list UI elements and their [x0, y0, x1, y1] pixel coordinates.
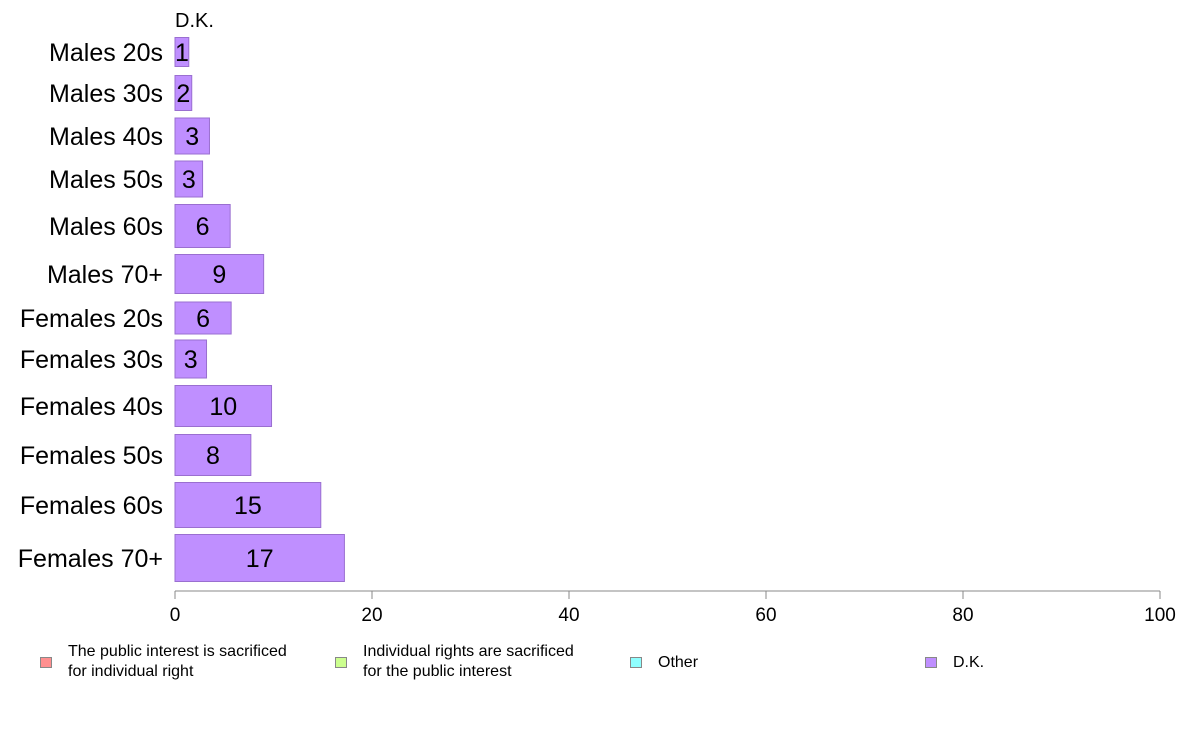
- legend-swatch: [335, 657, 347, 668]
- legend-label: The public interest is sacrificed for in…: [68, 643, 287, 680]
- category-label: Females 30s: [20, 346, 163, 374]
- bar-value-label: 3: [184, 346, 198, 374]
- x-tick-label: 40: [558, 605, 579, 626]
- legend-swatch: [925, 657, 937, 668]
- bar-value-label: 6: [196, 305, 210, 333]
- category-label: Females 20s: [20, 305, 163, 333]
- category-label: Males 30s: [49, 80, 163, 108]
- category-label: Females 40s: [20, 393, 163, 421]
- bar-group: Males 20s 1 Males 30s 2 Males 40s 3 Males 50s 3…: [18, 37, 345, 582]
- bar: [174, 75, 193, 111]
- bar-value-label: 2: [176, 80, 190, 108]
- legend-item: D.K.: [925, 642, 984, 673]
- bar-value-label: 1: [175, 39, 189, 67]
- bar-value-label: 15: [234, 492, 262, 520]
- category-label: Females 50s: [20, 442, 163, 470]
- legend: The public interest is sacrificed for in…: [0, 640, 1188, 690]
- bar: [174, 204, 231, 248]
- bar: [174, 301, 232, 335]
- x-tick-label: 20: [361, 605, 382, 626]
- legend-item: The public interest is sacrificed for in…: [40, 642, 287, 682]
- x-axis: 0 20 40 60 80 100: [170, 590, 1176, 626]
- bar-value-label: 3: [182, 166, 196, 194]
- legend-label: Individual rights are sacrificed for the…: [363, 643, 574, 680]
- bar: [174, 482, 322, 528]
- category-label: Females 70+: [18, 545, 163, 573]
- bar: [174, 339, 208, 379]
- category-label: Males 50s: [49, 166, 163, 194]
- bar: [174, 117, 210, 155]
- bar: [174, 37, 190, 67]
- bar: [174, 254, 265, 294]
- bar-value-label: 8: [206, 442, 220, 470]
- category-label: Males 20s: [49, 39, 163, 67]
- category-label: Males 40s: [49, 123, 163, 151]
- legend-label: D.K.: [953, 654, 985, 671]
- legend-item: Other: [630, 642, 698, 673]
- bar-value-label: 6: [196, 213, 210, 241]
- bar-value-label: 9: [212, 261, 226, 289]
- bar: [174, 534, 345, 582]
- x-tick-label: 80: [952, 605, 973, 626]
- column-title: D.K.: [175, 10, 214, 32]
- x-tick-label: 60: [755, 605, 776, 626]
- legend-swatch: [630, 657, 642, 668]
- legend-label: Other: [658, 654, 699, 671]
- category-label: Males 70+: [47, 261, 163, 289]
- bar: [174, 385, 273, 427]
- category-label: Males 60s: [49, 213, 163, 241]
- bar: [174, 434, 252, 476]
- category-label: Females 60s: [20, 492, 163, 520]
- bar-value-label: 3: [185, 123, 199, 151]
- legend-swatch: [40, 657, 52, 668]
- x-tick-label: 100: [1144, 605, 1176, 626]
- legend-item: Individual rights are sacrificed for the…: [335, 642, 574, 682]
- bar: [174, 160, 204, 198]
- bar-value-label: 17: [246, 545, 274, 573]
- x-tick-label: 0: [170, 605, 181, 626]
- bar-value-label: 10: [209, 393, 237, 421]
